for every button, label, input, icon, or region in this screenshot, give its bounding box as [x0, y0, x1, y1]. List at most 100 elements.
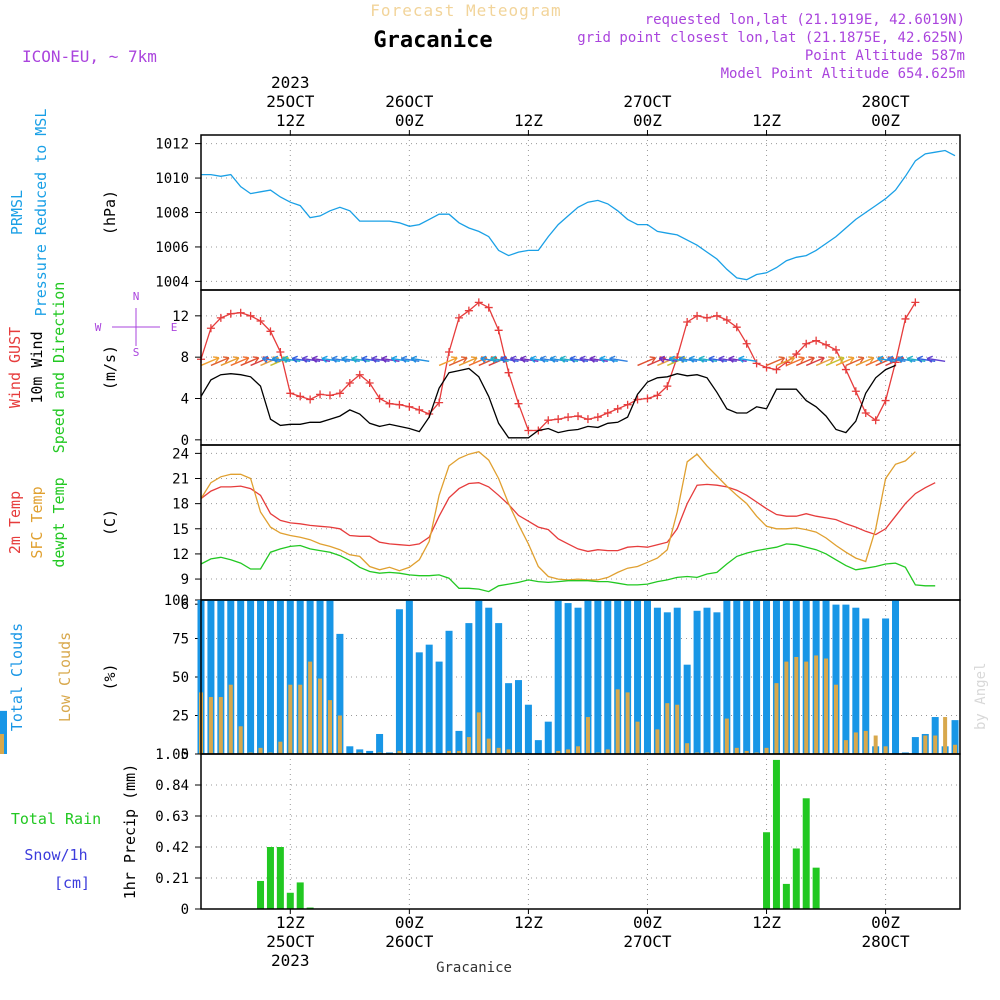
low-clouds-bar — [605, 749, 610, 754]
low-clouds-bar — [506, 749, 511, 754]
low-clouds-bar — [625, 692, 630, 754]
wind-arrowhead — [470, 356, 478, 364]
wind-arrow — [659, 357, 678, 362]
gust-marker — [613, 404, 622, 413]
gust-marker — [464, 306, 473, 315]
wind-arrow — [887, 357, 906, 362]
wind-arrow — [917, 357, 936, 362]
panel-title-line: Wind GUST — [6, 327, 24, 408]
wind-arrowhead — [896, 355, 904, 363]
wind-arrow — [530, 357, 549, 362]
time-label: 12Z — [514, 111, 543, 130]
total-clouds-bar — [643, 600, 651, 754]
wind-arrow — [728, 357, 747, 362]
precip-panel: 0 0.21 0.42 0.63 0.84 1.05 Total Rain Snow/1h [c… — [11, 747, 961, 918]
gust-marker — [226, 309, 235, 318]
total-clouds-bar — [584, 600, 592, 754]
wind-arrow — [331, 357, 350, 362]
total-clouds-bar — [227, 600, 235, 754]
low-clouds-bar — [476, 712, 481, 754]
total-clouds-bar — [911, 737, 919, 754]
gust-marker — [574, 412, 583, 421]
total-clouds-bar — [862, 618, 870, 754]
compass-rose: N W E S — [95, 290, 178, 359]
gust-marker — [435, 398, 444, 407]
gust-marker — [355, 370, 364, 379]
gust-marker — [544, 416, 553, 425]
ytick-label: 100 — [164, 593, 189, 609]
time-label: 12Z — [752, 913, 781, 932]
time-label: 12Z — [752, 111, 781, 130]
low-clouds-bar — [595, 752, 600, 754]
low-clouds-bar — [714, 752, 719, 754]
total-clouds-bar — [514, 680, 522, 754]
ytick-label: 24 — [172, 446, 189, 462]
total-rain-bar — [812, 867, 820, 909]
gust-marker — [851, 387, 860, 396]
compass-label: N — [133, 290, 140, 303]
gust-marker — [286, 389, 295, 398]
low-clouds-bar — [208, 697, 213, 754]
wind-arrowhead — [718, 355, 725, 363]
panel-title-line: PRMSL — [8, 190, 26, 235]
total-clouds-bar — [852, 607, 860, 754]
total-clouds-bar — [366, 750, 374, 754]
total-clouds-bar — [703, 607, 711, 754]
ytick-label: 1.05 — [155, 747, 189, 763]
time-label: 12Z — [276, 111, 305, 130]
low-clouds-bar — [318, 678, 323, 754]
gust-marker — [415, 405, 424, 414]
low-clouds-bar — [724, 718, 729, 754]
gust-marker — [623, 400, 632, 409]
wind-arrowhead — [212, 356, 220, 364]
total-clouds-bar — [892, 600, 900, 754]
gust-marker — [266, 327, 275, 336]
total-clouds-bar — [544, 721, 552, 754]
total-clouds-bar — [683, 664, 691, 754]
gust-marker — [216, 313, 225, 322]
low-clouds-bar — [486, 738, 491, 754]
ytick-label: 0 — [181, 433, 189, 449]
gust-marker — [345, 379, 354, 387]
time-label: 00Z — [633, 111, 662, 130]
wind-arrowhead — [708, 355, 715, 363]
wind-arrow — [401, 357, 420, 362]
gust-marker — [494, 326, 503, 335]
panel-title-line: Total Rain — [11, 810, 101, 828]
wind-arrowhead — [926, 355, 933, 363]
low-clouds-bar — [754, 752, 759, 754]
wind-gust-line — [200, 301, 916, 432]
wind-arrow — [500, 357, 519, 362]
total-rain-bar — [792, 848, 800, 909]
total-clouds-bar — [465, 623, 473, 754]
time-label: 27OCT — [623, 932, 672, 951]
total-clouds-bar — [693, 610, 701, 754]
total-clouds-bar — [286, 600, 294, 754]
wind-arrowhead — [609, 355, 616, 363]
total-clouds-bar — [505, 683, 513, 754]
ytick-label: 6 — [181, 597, 189, 613]
gust-marker — [276, 348, 285, 356]
ytick-label: 21 — [172, 472, 189, 488]
gust-marker — [603, 408, 612, 417]
gust-marker — [514, 399, 523, 408]
wind-arrow — [448, 357, 468, 367]
low-clouds-bar — [873, 735, 878, 754]
gust-marker — [375, 394, 384, 403]
total-clouds-bar — [276, 600, 284, 754]
wind-arrowhead — [867, 356, 875, 364]
low-clouds-bar — [556, 750, 561, 754]
temperature-panel: 6 9 12 15 18 21 24 2m Temp SFC Temp dewpt Temp (C) — [6, 444, 961, 613]
low-clouds-bar — [665, 703, 670, 754]
wind-arrowhead — [579, 355, 586, 363]
total-clouds-bar — [604, 600, 612, 754]
wind-arrow — [897, 357, 916, 362]
ytick-label: 9 — [181, 572, 189, 588]
wind-arrow — [480, 357, 499, 362]
time-label: 25OCT — [266, 92, 315, 111]
low-clouds-bar — [814, 655, 819, 754]
low-clouds-bar — [427, 752, 432, 754]
wind-arrowhead — [451, 356, 458, 364]
